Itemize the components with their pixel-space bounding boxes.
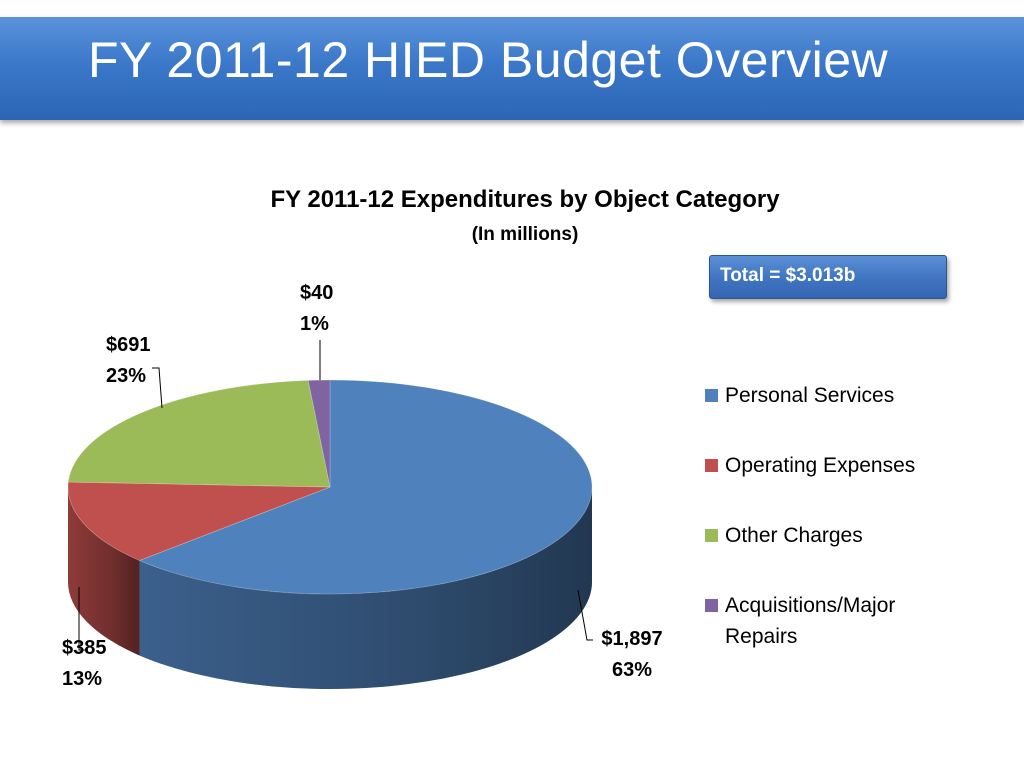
- slice-value-label: $385: [62, 637, 107, 659]
- slice-value-label: $691: [106, 334, 151, 356]
- leader-line-operating-expenses: [78, 587, 88, 651]
- legend-label: Other Charges: [725, 524, 863, 547]
- slice-value-label: $40: [300, 282, 334, 304]
- slice-percent-label: 63%: [611, 659, 653, 681]
- total-callout: Total = $3.013b: [709, 255, 947, 299]
- pie-slice-operating-expenses: [67, 481, 331, 561]
- legend-swatch: [705, 529, 718, 542]
- pie-slice-personal-services: [138, 379, 593, 595]
- slice-label-other-charges: $691 23%: [106, 330, 151, 392]
- slice-label-acquisitions: $40 1%: [300, 278, 333, 340]
- pie-side-walls: [68, 487, 593, 689]
- leader-line-personal-services: [577, 589, 593, 641]
- slice-percent-label: 13%: [62, 668, 103, 690]
- slide-title-bar: FY 2011-12 HIED Budget Overview: [0, 17, 1024, 120]
- total-label: Total = $3.013b: [720, 265, 856, 286]
- pie-slice-other-charges: [67, 379, 331, 488]
- slice-label-personal-services: $1,897 63%: [597, 624, 667, 686]
- chart-subtitle: (In millions): [471, 224, 579, 245]
- slice-label-operating-expenses: $385 13%: [62, 633, 107, 695]
- pie-leader-lines: [78, 340, 593, 651]
- slice-value-label: $1,897: [601, 628, 663, 650]
- slide-title: FY 2011-12 HIED Budget Overview: [88, 32, 889, 88]
- pie-side-shading: [68, 487, 140, 656]
- chart-title: FY 2011-12 Expenditures by Object Catego…: [270, 186, 780, 213]
- leader-line-other-charges: [152, 367, 163, 409]
- legend-swatch: [705, 459, 718, 472]
- legend-label: Personal Services: [725, 384, 895, 407]
- legend-swatch: [705, 599, 718, 612]
- legend-swatch: [705, 389, 718, 402]
- pie-side-shading: [139, 487, 593, 689]
- legend-label: Operating Expenses: [725, 454, 916, 477]
- pie-top-faces: [67, 379, 593, 595]
- slice-percent-label: 23%: [106, 365, 147, 387]
- pie-slice-acquisitions: [307, 379, 331, 488]
- slice-percent-label: 1%: [300, 313, 329, 335]
- legend-label: Acquisitions/Major Repairs: [725, 594, 896, 648]
